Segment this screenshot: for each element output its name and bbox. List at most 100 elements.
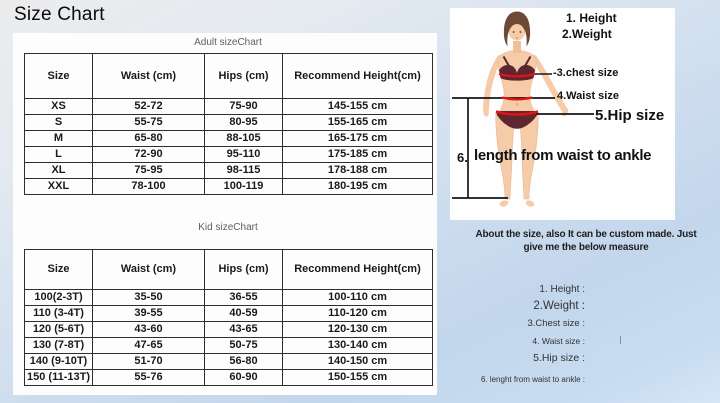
custom-size-note-line1: About the size, also It can be custom ma…	[475, 229, 697, 240]
measure-form-item: 6. lenght from waist to ankle :	[480, 375, 585, 384]
adult-size-table: Size Waist (cm) Hips (cm) Recommend Height(…	[24, 53, 433, 195]
left-foot	[499, 200, 509, 207]
bikini-bottom	[496, 111, 538, 129]
right-leg	[519, 111, 539, 200]
chest-measure-line	[498, 72, 536, 78]
table-cell: 140 (9-10T)	[24, 353, 93, 370]
table-cell: 130 (7-8T)	[24, 337, 93, 354]
measure-form-item: 3.Chest size :	[527, 318, 585, 329]
table-cell: 140-150 cm	[282, 353, 433, 370]
table-cell: 75-90	[204, 98, 283, 115]
woman-measurement-illustration	[452, 11, 594, 207]
table-row: 150 (11-13T) 55-76 60-90 150-155 cm	[24, 369, 433, 386]
measure-form-list: 1. Height : 2.Weight : 3.Chest size : 4. Wa…	[450, 0, 585, 403]
table-row: S 55-75 80-95 155-165 cm	[24, 114, 433, 131]
table-cell: 35-50	[92, 289, 205, 306]
annotation-hip: 5.Hip size	[595, 107, 665, 124]
table-cell: 50-75	[204, 337, 283, 354]
annotation-length-number: 6.	[457, 150, 468, 165]
size-tables-panel: Adult sizeChart Size Waist (cm) Hips (cm) R…	[13, 33, 437, 395]
annotation-chest: -3.chest size	[553, 67, 619, 79]
table-cell: 150-155 cm	[282, 369, 433, 386]
table-row: XS 52-72 75-90 145-155 cm	[24, 98, 433, 115]
left-eye	[512, 31, 515, 33]
table-cell: 110 (3-4T)	[24, 305, 93, 322]
custom-size-note: About the size, also It can be custom ma…	[456, 228, 716, 254]
page-title: Size Chart	[14, 4, 105, 25]
measure-form-item: 2.Weight :	[533, 300, 585, 312]
left-arm	[483, 55, 503, 112]
neck	[513, 41, 521, 53]
table-row: 110 (3-4T) 39-55 40-59 110-120 cm	[24, 305, 433, 322]
table-cell: 43-65	[204, 321, 283, 338]
table-cell: 80-95	[204, 114, 283, 131]
table-cell: 72-90	[92, 146, 205, 163]
table-row: XXL 78-100 100-119 180-195 cm	[24, 178, 433, 195]
column-header: Recommend Height(cm)	[282, 53, 433, 99]
table-cell: 175-185 cm	[282, 146, 433, 163]
table-cell: 145-155 cm	[282, 98, 433, 115]
left-leg	[495, 111, 515, 200]
table-cell: 178-188 cm	[282, 162, 433, 179]
table-cell: 120-130 cm	[282, 321, 433, 338]
table-cell: XS	[24, 98, 93, 115]
column-header: Size	[24, 53, 93, 99]
kid-header-row: Size Waist (cm) Hips (cm) Recommend Height(…	[24, 249, 433, 290]
table-cell: 36-55	[204, 289, 283, 306]
measure-form-item: 5.Hip size :	[533, 352, 585, 364]
waist-measure-line	[501, 96, 533, 101]
hair	[503, 11, 531, 47]
table-cell: 60-90	[204, 369, 283, 386]
table-cell: 98-115	[204, 162, 283, 179]
custom-size-note-line2: give me the below measure	[523, 242, 649, 253]
table-cell: 88-105	[204, 130, 283, 147]
table-cell: S	[24, 114, 93, 131]
table-cell: 78-100	[92, 178, 205, 195]
table-cell: 180-195 cm	[282, 178, 433, 195]
table-row: XL 75-95 98-115 178-188 cm	[24, 162, 433, 179]
table-cell: 43-60	[92, 321, 205, 338]
table-row: 120 (5-6T) 43-60 43-65 120-130 cm	[24, 321, 433, 338]
table-cell: L	[24, 146, 93, 163]
table-cell: 55-76	[92, 369, 205, 386]
table-row: M 65-80 88-105 165-175 cm	[24, 130, 433, 147]
column-header: Waist (cm)	[92, 53, 205, 99]
adult-header-row: Size Waist (cm) Hips (cm) Recommend Height(…	[24, 53, 433, 99]
right-eye	[519, 31, 522, 33]
left-hand	[483, 107, 489, 117]
table-cell: 100-110 cm	[282, 289, 433, 306]
table-cell: 120 (5-6T)	[24, 321, 93, 338]
measurement-figure-panel: 1. Height 2.Weight -3.chest size 4.Waist…	[450, 8, 675, 220]
table-row: 140 (9-10T) 51-70 56-80 140-150 cm	[24, 353, 433, 370]
table-cell: 40-59	[204, 305, 283, 322]
measure-form-item: 1. Height :	[539, 284, 585, 295]
adult-table-caption: Adult sizeChart	[194, 37, 262, 48]
column-header: Recommend Height(cm)	[282, 249, 433, 290]
table-cell: 65-80	[92, 130, 205, 147]
right-arm	[531, 55, 567, 112]
kid-size-table: Size Waist (cm) Hips (cm) Recommend Height(…	[24, 249, 433, 386]
table-cell: M	[24, 130, 93, 147]
table-cell: 100(2-3T)	[24, 289, 93, 306]
table-cell: 150 (11-13T)	[24, 369, 93, 386]
right-foot	[525, 200, 535, 207]
table-cell: 56-80	[204, 353, 283, 370]
bikini-strap-left	[502, 55, 510, 67]
text-cursor-artifact	[620, 336, 621, 344]
table-row: 130 (7-8T) 47-65 50-75 130-140 cm	[24, 337, 433, 354]
face	[508, 20, 526, 41]
table-cell: 95-110	[204, 146, 283, 163]
table-cell: 47-65	[92, 337, 205, 354]
table-cell: 51-70	[92, 353, 205, 370]
column-header: Hips (cm)	[204, 249, 283, 290]
hip-measure-line	[495, 110, 539, 116]
annotation-length: length from waist to ankle	[474, 147, 652, 164]
table-row: 100(2-3T) 35-50 36-55 100-110 cm	[24, 289, 433, 306]
annotation-weight: 2.Weight	[562, 27, 612, 41]
column-header: Hips (cm)	[204, 53, 283, 99]
table-cell: XXL	[24, 178, 93, 195]
bikini-strap-right	[524, 55, 532, 67]
table-cell: XL	[24, 162, 93, 179]
table-cell: 155-165 cm	[282, 114, 433, 131]
